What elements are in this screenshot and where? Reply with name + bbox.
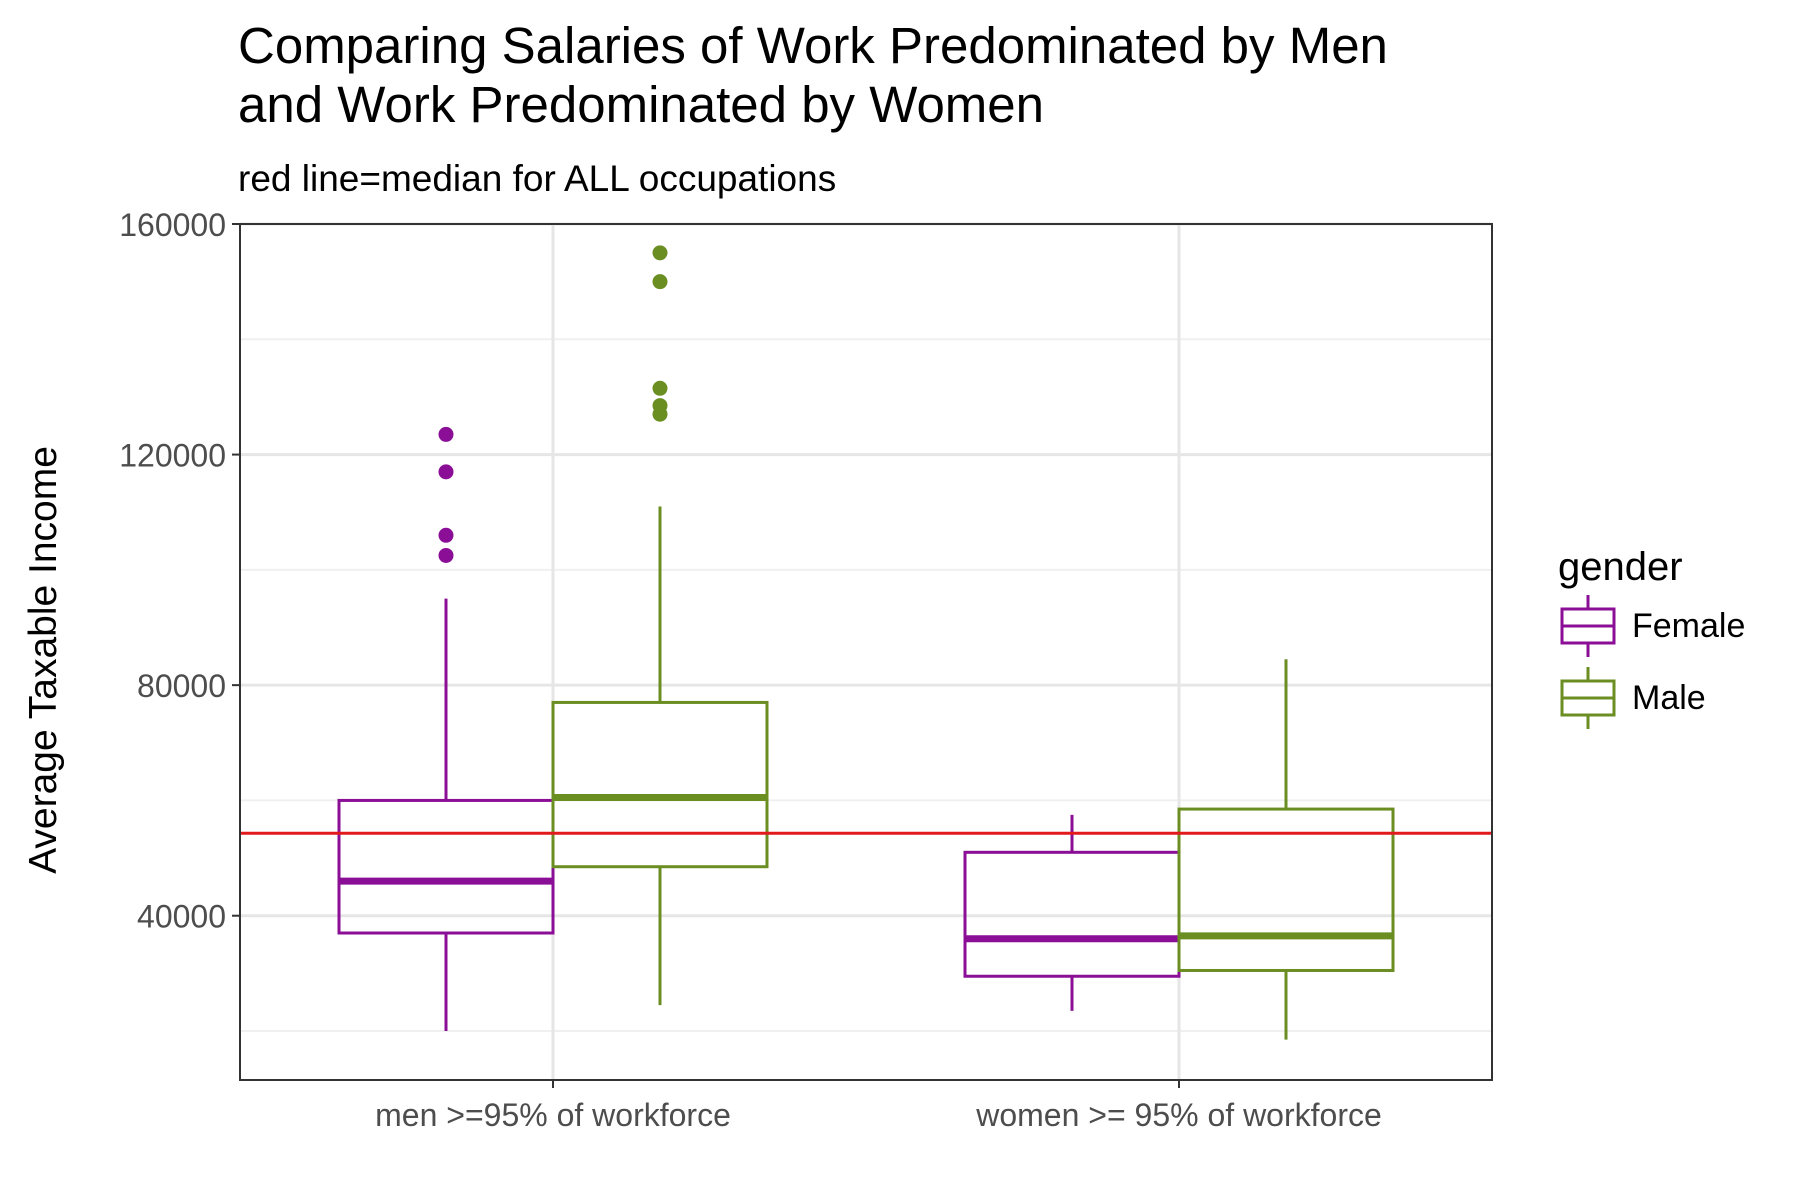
legend-title: gender <box>1558 545 1683 589</box>
outlier-point <box>652 245 668 261</box>
legend-label: Male <box>1632 678 1706 717</box>
plot-border <box>239 223 1493 1081</box>
legend-key-male <box>1558 665 1618 731</box>
box <box>551 700 769 869</box>
x-tick-label: women >= 95% of workforce <box>975 1097 1382 1133</box>
box <box>337 798 555 935</box>
outlier-point <box>652 398 668 414</box>
chart-subtitle: red line=median for ALL occupations <box>238 158 837 199</box>
box <box>1177 807 1395 972</box>
outlier-point <box>438 464 454 480</box>
legend-item-female: Female <box>1558 590 1745 662</box>
x-tick-label: men >=95% of workforce <box>375 1097 731 1133</box>
chart-title-line-2: and Work Predominated by Women <box>238 76 1045 133</box>
outlier-point <box>438 527 454 543</box>
y-tick-label: 40000 <box>137 899 226 935</box>
legend: gender Female Male <box>1558 545 1745 734</box>
outlier-point <box>438 547 454 563</box>
legend-item-male: Male <box>1558 662 1745 734</box>
outlier-point <box>438 426 454 442</box>
legend-key-female <box>1558 593 1618 659</box>
y-tick-label: 80000 <box>137 668 226 704</box>
chart-title: Comparing Salaries of Work Predominated … <box>238 16 1538 134</box>
outlier-point <box>652 274 668 290</box>
legend-label: Female <box>1632 606 1746 645</box>
chart-title-line-1: Comparing Salaries of Work Predominated … <box>238 17 1388 74</box>
y-tick-label: 160000 <box>119 207 226 243</box>
y-tick-label: 120000 <box>119 438 226 474</box>
outlier-point <box>652 380 668 396</box>
